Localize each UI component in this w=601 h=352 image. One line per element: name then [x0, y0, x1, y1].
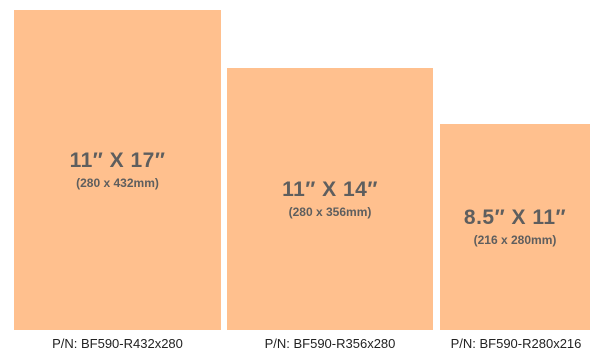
- sheet-metric-label: (280 x 356mm): [288, 205, 372, 219]
- sheet-metric-label: (280 x 432mm): [76, 176, 159, 190]
- sheet-size-label: 11″ X 17″: [69, 149, 166, 172]
- sheet-8-5x11: 8.5″ X 11″ (216 x 280mm): [440, 124, 590, 330]
- sheet-11x17: 11″ X 17″ (280 x 432mm): [14, 10, 221, 330]
- sheet-11x14: 11″ X 14″ (280 x 356mm): [227, 68, 433, 330]
- part-number-label: P/N: BF590-R356x280: [264, 336, 396, 351]
- sheet-size-label: 11″ X 14″: [282, 178, 378, 201]
- sheet-size-label: 8.5″ X 11″: [463, 206, 567, 229]
- sheet-metric-label: (216 x 280mm): [473, 233, 557, 247]
- part-number-label: P/N: BF590-R280x216: [450, 336, 582, 351]
- part-number-label: P/N: BF590-R432x280: [52, 336, 183, 351]
